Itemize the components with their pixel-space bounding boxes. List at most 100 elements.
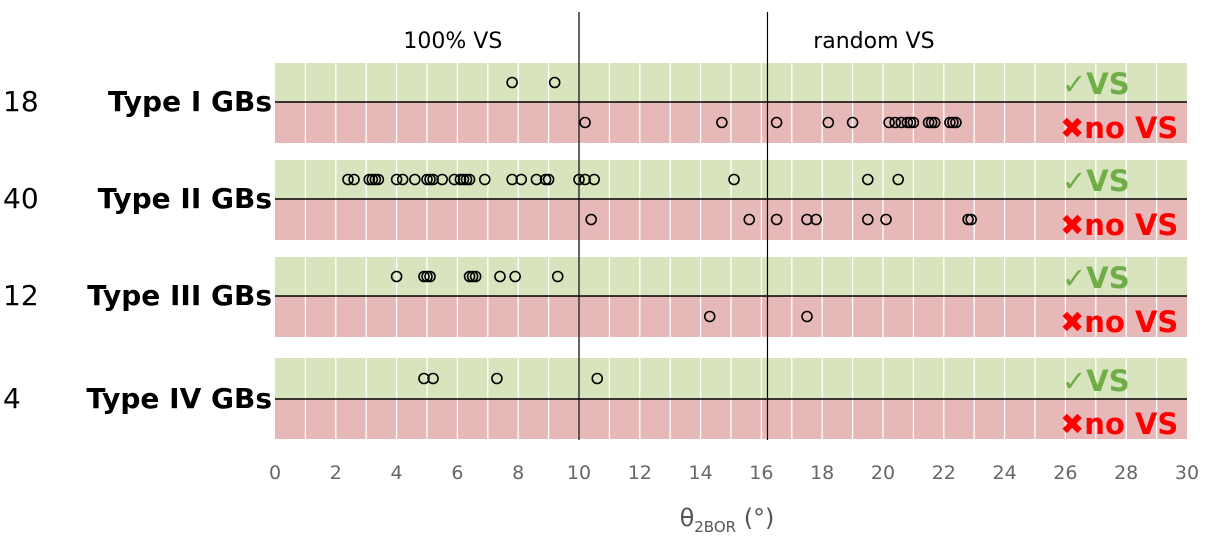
boundary-lines — [578, 12, 769, 440]
data-point-no-vs — [810, 213, 822, 226]
vs-row-label: ✓VS — [1062, 67, 1130, 101]
data-point-no-vs — [801, 213, 813, 226]
region-label-100-vs: 100% VS — [403, 29, 502, 54]
no-vs-row-label: ✖no VS — [1060, 111, 1178, 145]
group-count: 40 — [3, 182, 39, 215]
data-point-no-vs — [925, 116, 938, 129]
x-tick-label: 6 — [451, 462, 463, 484]
x-tick-label: 8 — [512, 462, 524, 484]
x-tick-label: 20 — [871, 462, 895, 484]
x-axis-label-main: θ — [680, 504, 695, 532]
x-tick-label: 30 — [1175, 462, 1199, 484]
region-label-random-vs: random VS — [813, 29, 934, 54]
data-point-vs — [424, 270, 436, 283]
vs-row-label: ✓VS — [1062, 164, 1130, 198]
data-point-no-vs — [901, 116, 914, 129]
data-point-vs — [409, 173, 421, 186]
data-point-vs — [573, 173, 585, 186]
group-name: Type IV GBs — [86, 382, 272, 415]
labels-layer: 18 Type I GBs ✓VS ✖no VS 40 Type II GBs ✓VS ✖no… — [3, 29, 1178, 441]
x-tick-label: 4 — [391, 462, 403, 484]
data-point-vs — [363, 173, 376, 186]
group-count: 12 — [3, 279, 39, 312]
data-point-vs — [418, 372, 430, 385]
data-point-no-vs — [947, 116, 959, 129]
data-point-vs — [530, 173, 543, 186]
x-tick-label: 14 — [689, 462, 713, 484]
data-point-vs — [506, 76, 518, 89]
separator-layer — [275, 101, 1187, 400]
group-name: Type I GBs — [108, 85, 272, 118]
data-point-no-vs — [743, 213, 756, 226]
data-point-vs — [348, 173, 360, 186]
data-point-vs — [421, 270, 433, 283]
data-point-vs — [369, 173, 382, 186]
data-point-no-vs — [770, 213, 783, 226]
data-point-no-vs — [579, 116, 591, 129]
data-point-vs — [448, 173, 461, 186]
data-point-no-vs — [928, 116, 941, 129]
data-point-vs — [436, 173, 449, 186]
data-point-vs — [457, 173, 470, 186]
data-point-vs — [506, 173, 518, 186]
data-point-no-vs — [883, 116, 895, 129]
x-axis-label-sub: 2BOR — [694, 518, 736, 536]
data-point-vs — [454, 173, 467, 186]
points-layer — [342, 76, 977, 385]
x-axis-label: θ2BOR (°) — [680, 504, 775, 536]
data-point-no-vs — [944, 116, 956, 129]
data-point-vs — [509, 270, 521, 283]
x-tick-label: 0 — [269, 462, 281, 484]
data-point-no-vs — [895, 116, 908, 129]
group-name: Type II GBs — [98, 182, 272, 215]
data-point-no-vs — [907, 116, 920, 129]
data-point-no-vs — [965, 213, 977, 226]
no-vs-row-label: ✖no VS — [1060, 305, 1178, 339]
data-point-vs — [539, 173, 552, 186]
data-point-vs — [515, 173, 528, 186]
data-point-no-vs — [962, 213, 974, 226]
data-point-vs — [396, 173, 409, 186]
data-point-vs — [588, 173, 601, 186]
data-point-no-vs — [904, 116, 917, 129]
data-point-vs — [861, 173, 874, 186]
group-name: Type III GBs — [87, 279, 272, 312]
data-point-no-vs — [889, 116, 901, 129]
data-point-no-vs — [861, 213, 874, 226]
data-point-no-vs — [703, 310, 716, 323]
data-point-no-vs — [770, 116, 783, 129]
data-point-vs — [427, 372, 439, 385]
data-point-no-vs — [950, 116, 962, 129]
x-tick-label: 12 — [628, 462, 652, 484]
data-point-no-vs — [880, 213, 892, 226]
x-tick-labels: 0 2 4 6 8 10 12 14 16 18 20 22 24 26 28 30 — [269, 462, 1199, 484]
data-point-vs — [494, 270, 506, 283]
data-point-vs — [478, 173, 491, 186]
data-point-no-vs — [922, 116, 935, 129]
data-point-vs — [466, 270, 479, 283]
data-point-no-vs — [585, 213, 597, 226]
no-vs-row-label: ✖no VS — [1060, 208, 1178, 242]
x-tick-label: 18 — [810, 462, 834, 484]
data-point-vs — [342, 173, 354, 186]
data-point-vs — [463, 173, 476, 186]
data-point-vs — [491, 372, 503, 385]
data-point-no-vs — [822, 116, 835, 129]
group-count: 18 — [3, 85, 39, 118]
x-tick-label: 24 — [993, 462, 1017, 484]
x-tick-label: 2 — [330, 462, 342, 484]
data-point-vs — [390, 173, 403, 186]
data-point-vs — [542, 173, 555, 186]
group-count: 4 — [3, 382, 21, 415]
data-point-vs — [463, 270, 476, 283]
x-tick-label: 16 — [749, 462, 773, 484]
data-point-vs — [551, 270, 564, 283]
data-point-vs — [591, 372, 604, 385]
data-point-no-vs — [846, 116, 859, 129]
data-point-vs — [469, 270, 482, 283]
data-point-vs — [424, 173, 436, 186]
x-tick-label: 10 — [567, 462, 591, 484]
data-point-vs — [427, 173, 439, 186]
data-point-vs — [548, 76, 561, 89]
